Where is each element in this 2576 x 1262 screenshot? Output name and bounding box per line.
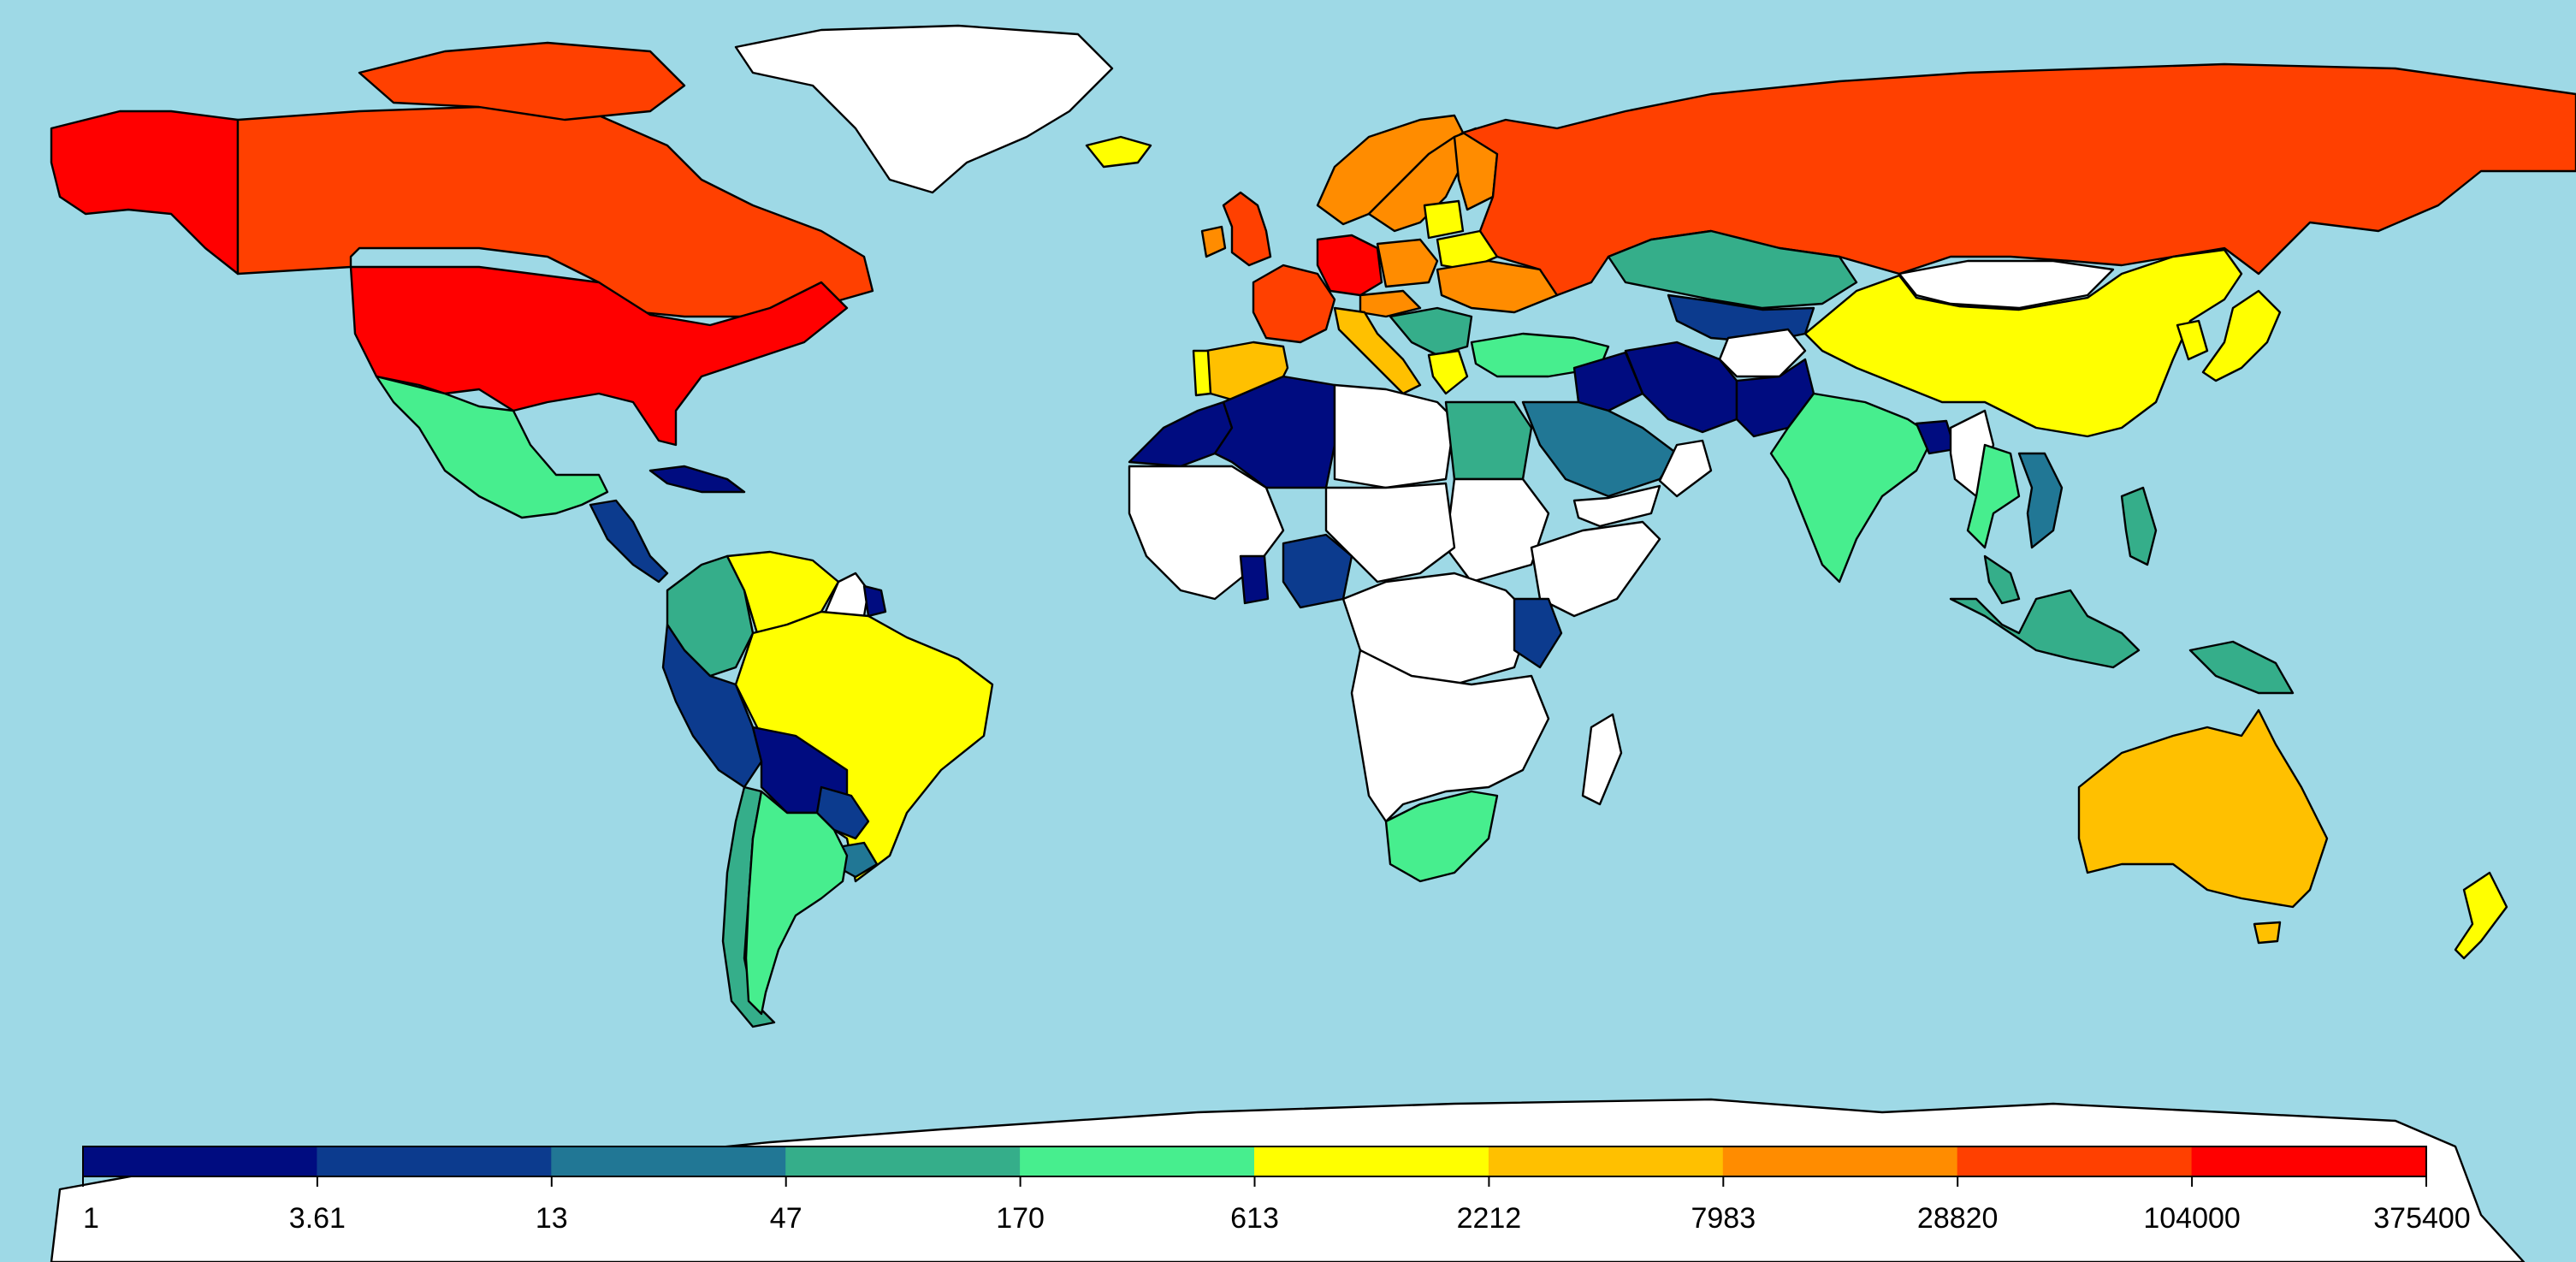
- legend-tick-label: 47: [770, 1202, 802, 1235]
- region-uk: [1222, 191, 1272, 267]
- region-peru: [661, 623, 763, 789]
- legend-swatch: [785, 1146, 1022, 1177]
- legend-tick-label: 13: [536, 1202, 568, 1235]
- region-tasmania: [2253, 921, 2282, 945]
- region-ireland: [1200, 225, 1227, 258]
- region-canada-islands: [358, 41, 686, 121]
- region-greece: [1427, 349, 1469, 395]
- region-new-zealand: [2454, 871, 2508, 960]
- legend-tick-label: 375400: [2373, 1202, 2470, 1235]
- region-argentina: [744, 790, 849, 1016]
- region-italy: [1333, 306, 1422, 395]
- legend-tick-label: 7983: [1691, 1202, 1756, 1235]
- region-southern-africa: [1350, 649, 1550, 823]
- region-papua: [2188, 640, 2295, 695]
- region-alaska: [50, 110, 240, 276]
- region-algeria: [1213, 375, 1336, 489]
- region-france: [1252, 264, 1336, 344]
- region-malaysia: [1983, 554, 2021, 605]
- region-austria: [1359, 289, 1422, 318]
- legend-swatch: [317, 1146, 553, 1177]
- legend-tick-label: 170: [996, 1202, 1045, 1235]
- legend-tick-label: 3.61: [289, 1202, 346, 1235]
- region-iraq: [1572, 351, 1644, 412]
- region-cuba: [648, 465, 746, 494]
- legend-swatch: [82, 1146, 318, 1177]
- region-china: [1803, 248, 2243, 438]
- region-mongolia: [1898, 259, 2115, 310]
- legend-swatch: [1957, 1146, 2193, 1177]
- legend-tick-label: 613: [1230, 1202, 1279, 1235]
- region-central-america: [589, 499, 669, 584]
- region-germany: [1316, 234, 1383, 297]
- legend-tick-label: 28820: [1917, 1202, 1999, 1235]
- legend-swatch: [1722, 1146, 1958, 1177]
- region-ghana: [1239, 554, 1270, 605]
- legend-tick-label: 1: [83, 1202, 99, 1235]
- legend-tick-label: 2212: [1457, 1202, 1522, 1235]
- legend-swatch: [1020, 1146, 1255, 1177]
- region-philippines: [2120, 486, 2158, 566]
- region-mexico: [375, 375, 609, 519]
- legend-swatch: [1488, 1146, 1724, 1177]
- region-egypt: [1444, 400, 1533, 481]
- legend-swatch: [1254, 1146, 1489, 1177]
- region-iceland: [1085, 135, 1152, 169]
- region-portugal: [1192, 349, 1212, 397]
- region-india: [1769, 392, 1935, 584]
- region-indonesia: [1949, 589, 2141, 669]
- region-kazakhstan: [1607, 229, 1858, 310]
- region-sahel: [1324, 482, 1456, 584]
- region-japan: [2201, 289, 2282, 382]
- region-greenland: [734, 24, 1114, 194]
- region-australia: [2077, 708, 2329, 909]
- region-poland: [1376, 238, 1439, 288]
- legend-swatch: [2191, 1146, 2427, 1177]
- region-madagascar: [1581, 713, 1623, 806]
- region-suriname: [862, 584, 887, 618]
- region-korea: [2176, 319, 2209, 361]
- legend-swatch: [551, 1146, 787, 1177]
- region-yemen: [1572, 484, 1661, 528]
- region-south-africa: [1384, 790, 1499, 883]
- region-ukraine: [1436, 259, 1559, 314]
- color-legend: 1 3.61 13 47 170 613 2212 7983 28820 104000 375400: [82, 1146, 2471, 1235]
- region-baltics: [1423, 199, 1465, 240]
- region-vietnam: [2017, 452, 2064, 549]
- region-thailand: [1966, 443, 2021, 549]
- legend-tick-label: 104000: [2143, 1202, 2240, 1235]
- region-kenya: [1513, 597, 1563, 669]
- region-balkans: [1389, 306, 1473, 357]
- region-oman: [1658, 439, 1713, 498]
